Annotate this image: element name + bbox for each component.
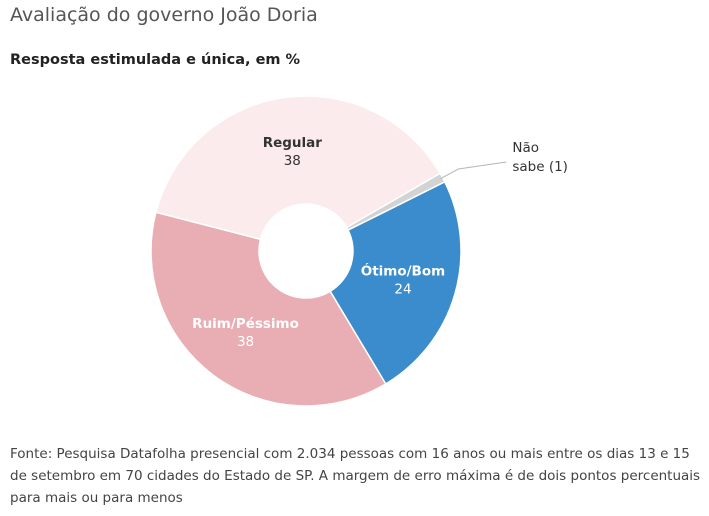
slice-label-otimo-bom: Ótimo/Bom [361,261,445,279]
chart-title: Avaliação do governo João Doria [10,4,318,26]
chart-subtitle: Resposta estimulada e única, em % [10,52,301,68]
source-note: Fonte: Pesquisa Datafolha presencial com… [10,446,701,506]
donut-slices [150,95,462,407]
leader-line-nao-sabe [440,161,507,179]
donut-chart: Ótimo/Bom 24 Ruim/Péssimo 38 Regular 38 Não sab… [150,95,568,407]
slice-value-ruim-pessimo: 38 [237,334,254,350]
slice-label-ruim-pessimo: Ruim/Péssimo [192,316,299,332]
slice-label-regular: Regular [263,135,323,151]
donut-hole [259,204,353,298]
slice-label-nao-sabe-line-2: sabe (1) [512,159,568,175]
slice-label-nao-sabe-line-1: Não [512,140,539,156]
donut-labels: Ótimo/Bom 24 Ruim/Péssimo 38 Regular 38 Não sab… [192,135,568,350]
slice-value-regular: 38 [284,153,301,169]
slice-value-otimo-bom: 24 [394,281,411,297]
